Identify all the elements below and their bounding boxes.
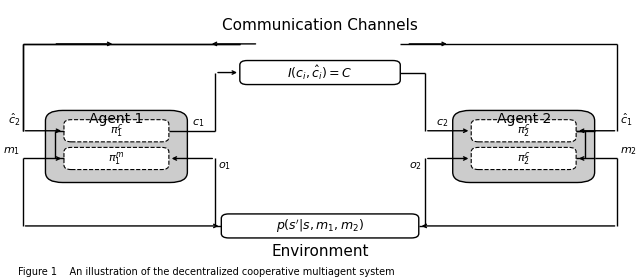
FancyBboxPatch shape [64, 120, 169, 142]
FancyBboxPatch shape [471, 147, 576, 170]
FancyBboxPatch shape [45, 110, 188, 183]
Text: $I(c_i,\hat{c}_i)=C$: $I(c_i,\hat{c}_i)=C$ [287, 64, 353, 82]
Text: $m_1$: $m_1$ [3, 145, 20, 157]
FancyBboxPatch shape [452, 110, 595, 183]
FancyBboxPatch shape [471, 120, 576, 142]
Text: $\pi_1^m$: $\pi_1^m$ [108, 150, 125, 167]
Text: Agent 2: Agent 2 [497, 111, 551, 125]
Text: Environment: Environment [271, 244, 369, 260]
Text: Communication Channels: Communication Channels [222, 18, 418, 33]
Text: $c_2$: $c_2$ [436, 117, 449, 129]
FancyBboxPatch shape [240, 60, 400, 85]
Text: Agent 1: Agent 1 [89, 111, 143, 125]
Text: $o_1$: $o_1$ [218, 160, 231, 172]
Text: $\hat{c}_1$: $\hat{c}_1$ [620, 112, 632, 128]
Text: $\hat{c}_2$: $\hat{c}_2$ [8, 112, 20, 128]
Text: Figure 1    An illustration of the decentralized cooperative multiagent system: Figure 1 An illustration of the decentra… [18, 267, 394, 277]
FancyBboxPatch shape [221, 214, 419, 238]
Text: $m_2$: $m_2$ [620, 145, 637, 157]
Text: $c_1$: $c_1$ [192, 117, 204, 129]
Text: $\pi_2^c$: $\pi_2^c$ [517, 150, 531, 167]
FancyBboxPatch shape [64, 147, 169, 170]
Text: $\pi_1^c$: $\pi_1^c$ [109, 122, 123, 139]
Text: $\pi_2^c$: $\pi_2^c$ [517, 122, 531, 139]
Text: $p(s'|s,m_1,m_2)$: $p(s'|s,m_1,m_2)$ [276, 217, 364, 235]
Text: $o_2$: $o_2$ [409, 160, 422, 172]
